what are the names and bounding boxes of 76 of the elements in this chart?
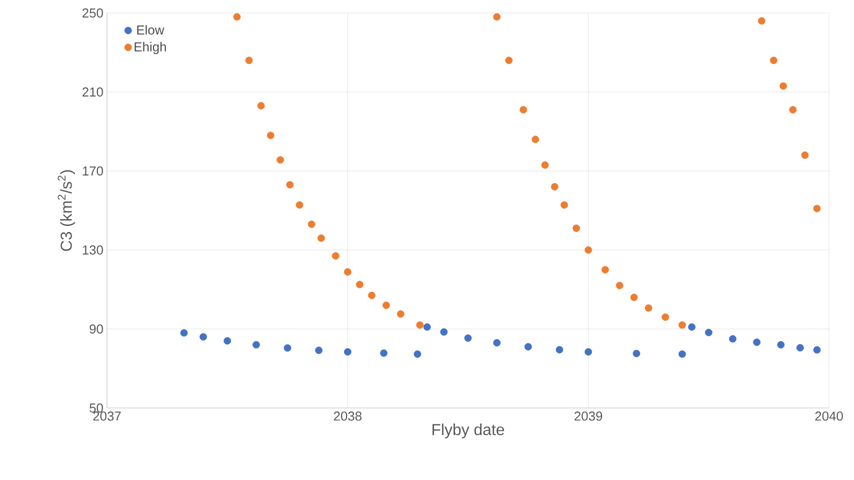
x-tick-label: 2040 xyxy=(815,412,843,421)
point xyxy=(662,313,670,321)
point xyxy=(560,201,568,209)
point xyxy=(308,220,316,228)
point xyxy=(423,323,431,331)
point xyxy=(276,156,284,164)
x-tick-label: 2038 xyxy=(334,412,362,421)
point xyxy=(505,56,513,64)
point xyxy=(368,292,376,300)
y-tick-label: 250 xyxy=(82,8,103,18)
point xyxy=(520,106,528,114)
point xyxy=(601,266,609,274)
point xyxy=(524,343,532,350)
point xyxy=(678,350,686,358)
point xyxy=(758,17,766,25)
y-tick-label: 130 xyxy=(82,245,103,255)
point xyxy=(584,246,592,254)
point xyxy=(440,328,448,336)
point xyxy=(616,282,624,290)
point xyxy=(813,204,821,212)
point xyxy=(801,151,809,159)
point xyxy=(344,348,352,356)
point xyxy=(252,341,260,348)
y-tick-label: 170 xyxy=(82,166,103,176)
point xyxy=(245,56,253,64)
legend-label: Elow xyxy=(137,25,164,35)
point xyxy=(296,201,304,209)
point xyxy=(493,339,501,347)
point xyxy=(332,252,340,260)
point xyxy=(584,348,592,356)
point xyxy=(464,334,472,342)
y-tick-label: 210 xyxy=(82,87,103,97)
y-tick-label: 90 xyxy=(90,324,103,334)
point xyxy=(200,333,207,341)
point xyxy=(233,13,241,21)
point xyxy=(318,234,325,242)
point xyxy=(532,136,540,144)
legend-label: Ehigh xyxy=(134,42,166,54)
point xyxy=(556,346,564,354)
point xyxy=(257,102,265,110)
point xyxy=(729,335,736,343)
point xyxy=(284,344,292,352)
point xyxy=(789,106,797,114)
point xyxy=(396,310,404,318)
point xyxy=(780,82,787,90)
point xyxy=(180,329,188,337)
point xyxy=(344,268,352,276)
point xyxy=(541,161,549,169)
x-axis-title: Flyby date xyxy=(432,424,504,438)
point xyxy=(796,344,804,352)
point xyxy=(266,132,274,140)
point xyxy=(416,321,424,329)
x-tick-label: 2039 xyxy=(574,412,602,421)
point xyxy=(644,304,652,312)
point xyxy=(688,323,696,331)
point xyxy=(704,328,712,336)
point xyxy=(813,346,821,354)
point xyxy=(414,350,422,358)
point xyxy=(315,346,322,354)
point xyxy=(777,341,785,348)
point xyxy=(753,338,761,346)
point xyxy=(550,183,558,190)
point xyxy=(770,56,778,64)
point xyxy=(632,350,640,358)
point xyxy=(380,349,388,357)
point xyxy=(678,321,686,329)
point xyxy=(382,302,390,309)
y-tick-label: 50 xyxy=(90,403,103,413)
x-tick-label: 2037 xyxy=(93,412,121,421)
point xyxy=(572,224,580,232)
y-axis-title: C3 (km$^{2}$/s$^{2}$) xyxy=(58,170,76,251)
point xyxy=(630,294,638,302)
point xyxy=(286,181,294,189)
point xyxy=(224,337,232,345)
point xyxy=(493,13,501,21)
point xyxy=(356,280,364,288)
